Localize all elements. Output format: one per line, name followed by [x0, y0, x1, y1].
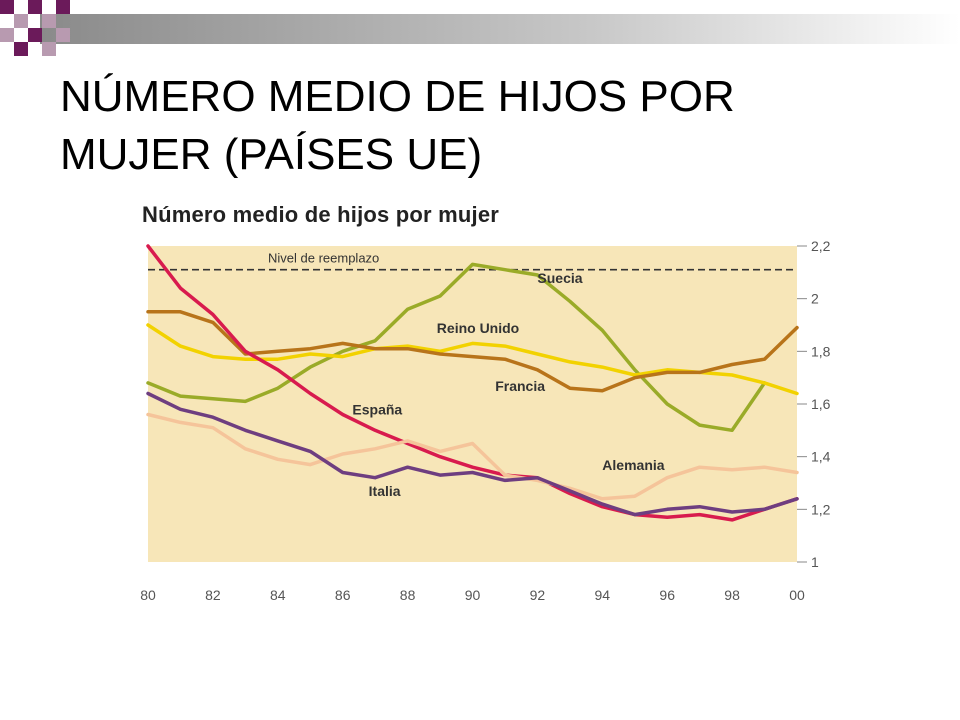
series-line-alemania: [146, 412, 799, 501]
series-label-francia: Francia: [495, 378, 545, 394]
y-tick-label: 2: [811, 291, 819, 307]
y-tick-label: 1,4: [811, 449, 831, 465]
x-tick-label: 96: [659, 587, 675, 603]
series-line-italia: [146, 391, 799, 517]
decor-square: [0, 0, 14, 14]
decor-square: [42, 42, 56, 56]
x-tick-label: 94: [595, 587, 611, 603]
y-tick-label: 1,8: [811, 343, 831, 359]
decor-bar: [40, 14, 960, 44]
series-label-italia: Italia: [369, 483, 401, 499]
plot-background: [148, 246, 797, 562]
x-tick-label: 00: [789, 587, 805, 603]
slide-title: NÚMERO MEDIO DE HIJOS POR MUJER (PAÍSES …: [60, 68, 940, 184]
series-label-reino-unido: Reino Unido: [437, 320, 519, 336]
decor-square: [28, 28, 42, 42]
x-tick-label: 80: [140, 587, 156, 603]
decor-square: [14, 42, 28, 56]
decor-square: [28, 0, 42, 14]
reference-line-label: Nivel de reemplazo: [268, 251, 379, 266]
series-label-españa: España: [352, 402, 402, 418]
chart-title: Número medio de hijos por mujer: [142, 202, 500, 227]
y-tick-label: 1,6: [811, 396, 831, 412]
title-decoration: [0, 0, 960, 56]
x-tick-label: 90: [465, 587, 481, 603]
decor-square: [56, 0, 70, 14]
series-label-suecia: Suecia: [537, 270, 582, 286]
y-tick-label: 1: [811, 554, 819, 570]
decor-square: [42, 14, 56, 28]
y-tick-label: 1,2: [811, 501, 831, 517]
x-tick-label: 92: [530, 587, 546, 603]
series-line-españa: [146, 244, 799, 522]
slide-title-line1: NÚMERO MEDIO DE HIJOS POR: [60, 72, 735, 121]
x-tick-label: 98: [724, 587, 740, 603]
y-tick-label: 2,2: [811, 238, 831, 254]
decor-square: [0, 28, 14, 42]
x-tick-label: 86: [335, 587, 351, 603]
decor-square: [56, 28, 70, 42]
series-label-alemania: Alemania: [602, 457, 664, 473]
slide-title-line2: MUJER (PAÍSES UE): [60, 130, 483, 179]
x-tick-label: 84: [270, 587, 286, 603]
series-line-francia: [146, 310, 799, 393]
x-tick-label: 82: [205, 587, 221, 603]
x-tick-label: 88: [400, 587, 416, 603]
decor-square: [14, 14, 28, 28]
series-line-suecia: [146, 262, 767, 433]
